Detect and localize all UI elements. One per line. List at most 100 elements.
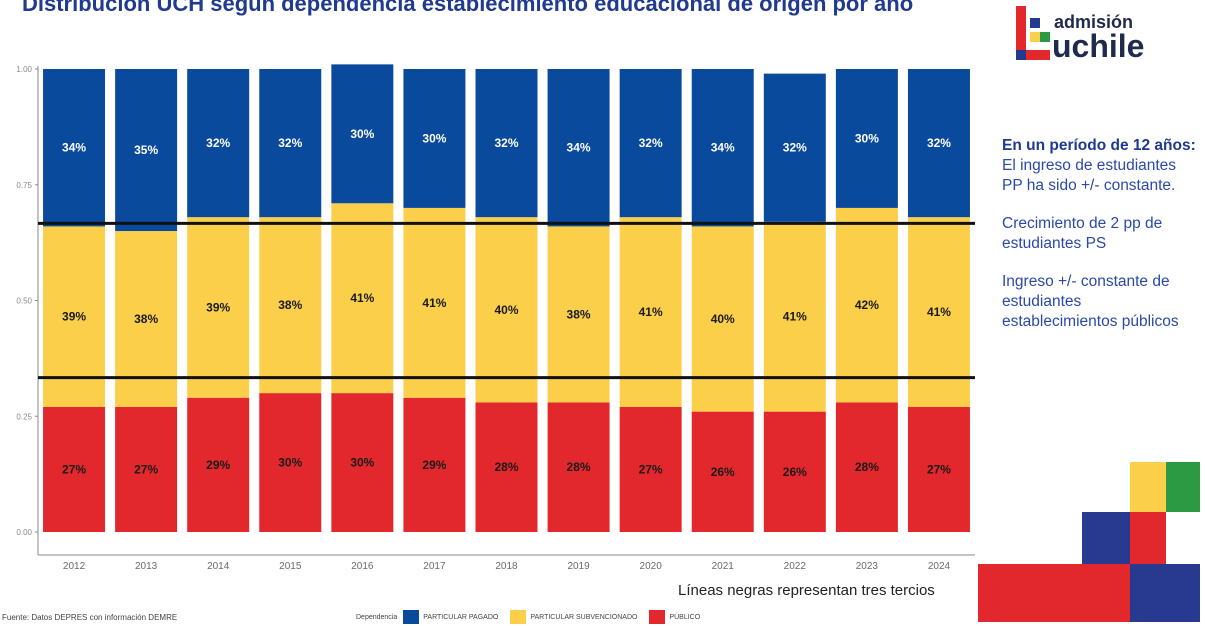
- chart-title: Distribución UCH según dependencia estab…: [22, 0, 914, 16]
- data-label: 41%: [927, 305, 951, 319]
- legend-label-publico: PÚBLICO: [669, 613, 701, 621]
- bar-segment: [331, 64, 394, 204]
- insight-1: En un período de 12 años: El ingreso de …: [1002, 136, 1198, 196]
- bar-segment: [619, 69, 682, 218]
- deco-block-yellow: [1130, 462, 1166, 512]
- bar-segment: [475, 217, 538, 403]
- bar-segment: [619, 217, 682, 407]
- insight-2: Crecimiento de 2 pp de estudiantes PS: [1002, 215, 1163, 252]
- x-tick-label: 2017: [423, 561, 446, 572]
- data-label: 30%: [350, 456, 374, 470]
- insights-panel: En un período de 12 años: El ingreso de …: [1002, 136, 1198, 350]
- bar-segment: [187, 69, 250, 218]
- legend-label-subvencionado: PARTICULAR SUBVENCIONADO: [530, 613, 638, 621]
- bar-segment: [691, 411, 754, 532]
- admision-uchile-logo: admisión uchile: [1016, 6, 1196, 76]
- logo-text-admision: admisión: [1054, 12, 1134, 32]
- bar-segment: [907, 69, 970, 218]
- legend-swatch-subvencionado: [510, 610, 527, 624]
- bar-segment: [115, 406, 178, 532]
- data-label: 40%: [494, 303, 518, 317]
- y-tick-label: 0.75: [16, 181, 32, 190]
- data-label: 38%: [278, 298, 302, 312]
- source-note: Fuente: Datos DEPRES con información DEM…: [2, 613, 178, 622]
- legend-label-pagado: PARTICULAR PAGADO: [423, 613, 499, 621]
- bar-segment: [403, 207, 466, 398]
- y-tick-label: 0.25: [16, 412, 32, 421]
- data-label: 32%: [639, 136, 663, 150]
- data-label: 35%: [134, 143, 158, 157]
- data-label: 34%: [711, 141, 735, 155]
- decorative-blocks: [978, 462, 1200, 622]
- logo-mark-icon: [1016, 6, 1050, 60]
- x-tick-label: 2018: [495, 561, 518, 572]
- data-label: 30%: [350, 127, 374, 141]
- data-label: 30%: [855, 131, 879, 145]
- deco-block-green: [1166, 462, 1200, 512]
- bar-segment: [187, 397, 250, 532]
- deco-block-red-2: [978, 564, 1130, 622]
- data-label: 27%: [927, 462, 951, 476]
- deco-block-navy-2: [1130, 564, 1200, 622]
- bar-segment: [43, 406, 106, 532]
- reference-line-note: Líneas negras representan tres tercios: [678, 582, 935, 599]
- x-tick-label: 2019: [567, 561, 590, 572]
- y-tick-label: 0.00: [16, 528, 32, 537]
- data-label: 32%: [206, 136, 230, 150]
- data-label: 30%: [278, 456, 302, 470]
- data-label: 34%: [62, 141, 86, 155]
- data-label: 38%: [134, 312, 158, 326]
- legend: Dependencia PARTICULAR PAGADO PARTICULAR…: [356, 608, 712, 626]
- legend-item-publico: PÚBLICO: [649, 610, 700, 624]
- bar-segment: [763, 73, 826, 222]
- insight-1-heading: En un período de 12 años:: [1002, 137, 1196, 154]
- bar-segment: [907, 406, 970, 532]
- bar-segment: [475, 402, 538, 532]
- bar-segment: [547, 402, 610, 532]
- x-tick-label: 2021: [712, 561, 735, 572]
- data-label: 40%: [711, 312, 735, 326]
- data-label: 34%: [567, 141, 591, 155]
- data-label: 32%: [927, 136, 951, 150]
- bar-segment: [475, 69, 538, 218]
- data-label: 26%: [711, 465, 735, 479]
- x-tick-label: 2016: [351, 561, 374, 572]
- x-tick-label: 2020: [640, 561, 663, 572]
- x-tick-label: 2015: [279, 561, 302, 572]
- bar-segment: [547, 69, 610, 227]
- x-tick-label: 2012: [63, 561, 86, 572]
- bar-segment: [259, 393, 322, 532]
- data-label: 27%: [62, 462, 86, 476]
- legend-swatch-pagado: [403, 610, 420, 624]
- bar-segment: [835, 207, 898, 403]
- data-label: 41%: [783, 310, 807, 324]
- deco-block-navy-1: [1082, 512, 1130, 564]
- data-label: 39%: [206, 300, 230, 314]
- y-tick-label: 0.50: [16, 297, 32, 306]
- x-tick-label: 2022: [784, 561, 807, 572]
- data-label: 26%: [783, 465, 807, 479]
- bar-segment: [403, 397, 466, 532]
- bar-segment: [187, 217, 250, 398]
- data-label: 30%: [422, 131, 446, 145]
- insight-3: Ingreso +/- constante de estudiantes est…: [1002, 273, 1179, 330]
- bar-segment: [259, 69, 322, 218]
- data-label: 32%: [494, 136, 518, 150]
- x-tick-label: 2014: [207, 561, 230, 572]
- data-label: 39%: [62, 310, 86, 324]
- stacked-bar-chart: 0.00 0.25 0.50 0.75 1.00 27% 39% 34% 2012 27% 38% 3…: [16, 64, 975, 572]
- bar-segment: [547, 226, 610, 403]
- data-label: 38%: [567, 307, 591, 321]
- data-label: 41%: [639, 305, 663, 319]
- legend-swatch-publico: [649, 610, 666, 624]
- bar-segment: [115, 69, 178, 232]
- bar-segment: [331, 203, 394, 394]
- bar-segment: [763, 411, 826, 532]
- data-label: 29%: [422, 458, 446, 472]
- y-tick-label: 1.00: [16, 65, 32, 74]
- legend-item-subvencionado: PARTICULAR SUBVENCIONADO: [510, 610, 637, 624]
- data-label: 42%: [855, 298, 879, 312]
- x-tick-label: 2024: [928, 561, 951, 572]
- insight-1-text: El ingreso de estudiantes PP ha sido +/-…: [1002, 157, 1177, 194]
- bar-segment: [763, 221, 826, 412]
